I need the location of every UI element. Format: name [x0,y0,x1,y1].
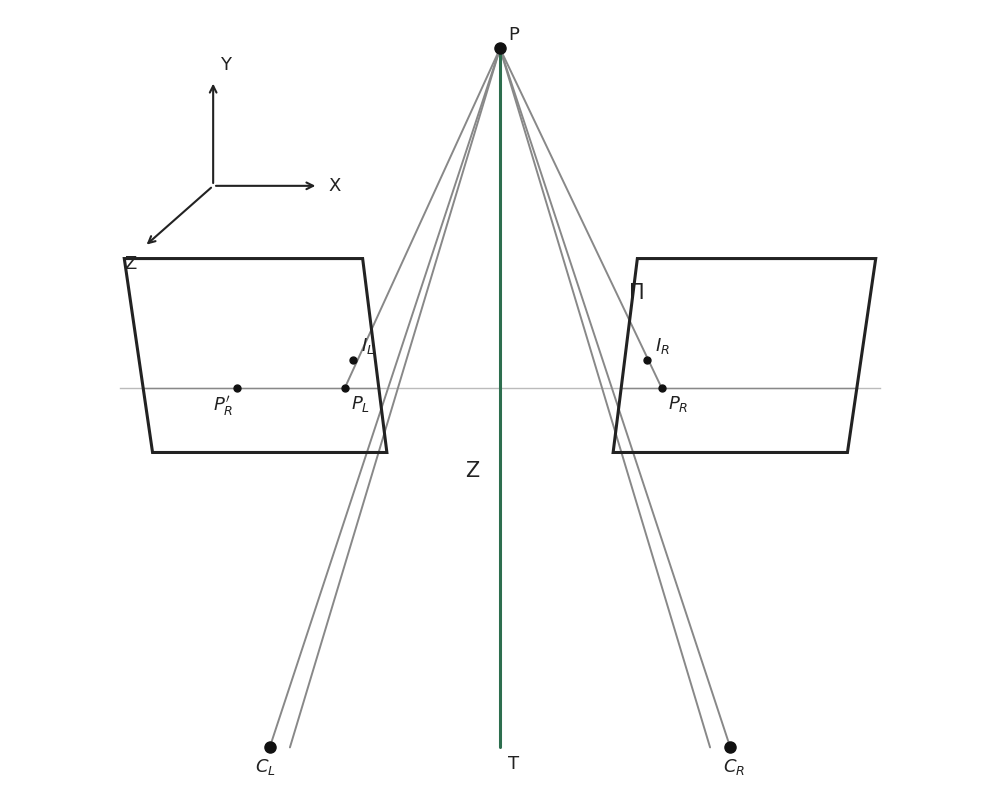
Text: Π: Π [629,283,645,303]
Text: Z: Z [124,255,136,272]
Text: X: X [329,177,341,195]
Text: T: T [508,755,519,773]
Text: Y: Y [220,57,231,74]
Text: $P_L$: $P_L$ [351,394,370,415]
Text: $P_R$: $P_R$ [668,394,688,415]
Text: $C_L$: $C_L$ [255,757,276,777]
Text: $I_L$: $I_L$ [361,335,375,356]
Text: Z: Z [466,461,480,481]
Text: $P_R'$: $P_R'$ [213,394,233,419]
Text: P: P [508,27,519,44]
Text: $I_R$: $I_R$ [655,335,670,356]
Text: $C_R$: $C_R$ [723,757,745,777]
